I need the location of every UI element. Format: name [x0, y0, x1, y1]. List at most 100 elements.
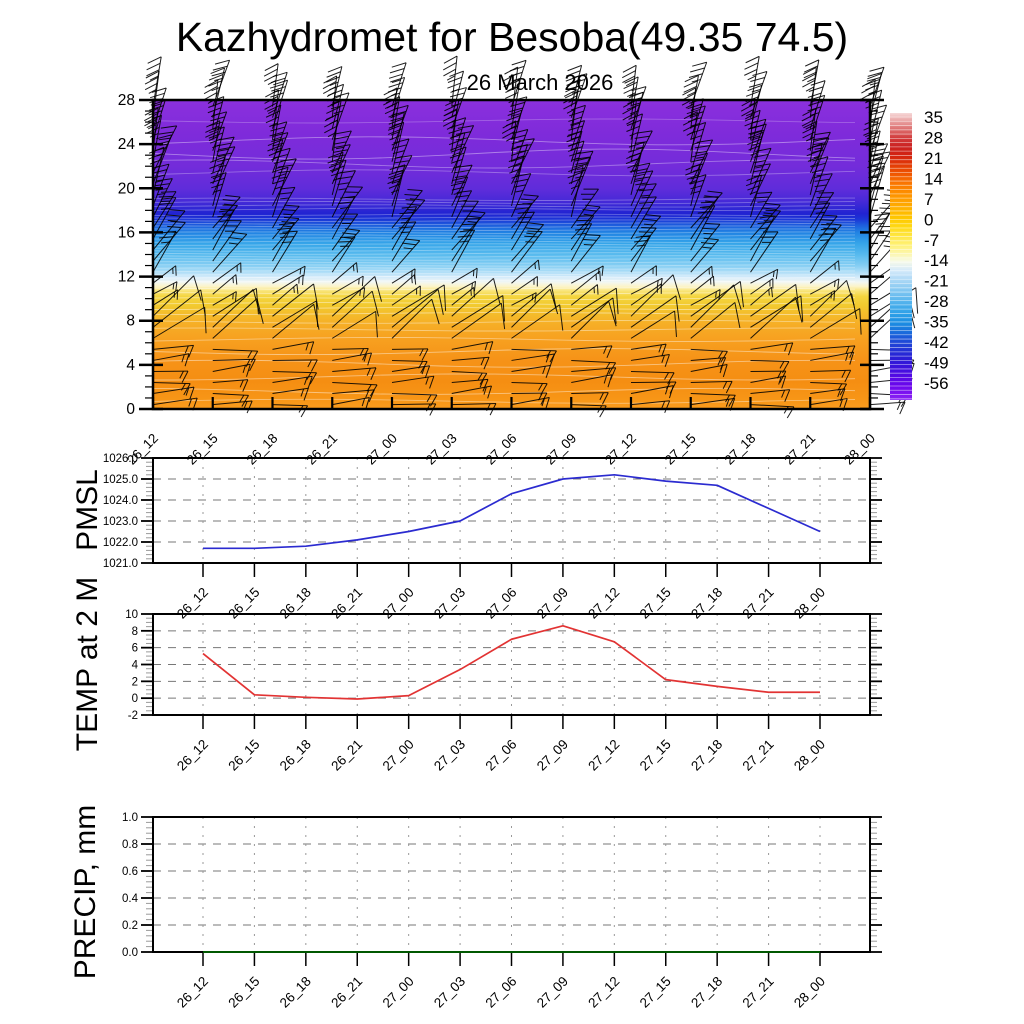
svg-text:27_21: 27_21 [740, 585, 777, 622]
svg-text:27_12: 27_12 [585, 737, 622, 774]
svg-text:26_12: 26_12 [174, 737, 211, 774]
svg-text:26_15: 26_15 [225, 737, 262, 774]
svg-text:2: 2 [132, 676, 138, 688]
svg-text:1025.0: 1025.0 [103, 474, 138, 486]
svg-text:1023.0: 1023.0 [103, 516, 138, 528]
svg-text:-28: -28 [924, 292, 949, 311]
svg-text:1021.0: 1021.0 [103, 558, 138, 570]
svg-text:27_18: 27_18 [688, 974, 725, 1011]
chart-subtitle: 26 March 2026 [466, 70, 614, 95]
svg-text:0: 0 [132, 693, 138, 705]
svg-text:26_21: 26_21 [303, 431, 340, 468]
precip-axis-label: PRECIP, mm [69, 804, 102, 980]
svg-text:10: 10 [125, 609, 138, 621]
svg-text:27_00: 27_00 [380, 737, 417, 774]
svg-text:26_12: 26_12 [174, 974, 211, 1011]
svg-text:27_00: 27_00 [380, 974, 417, 1011]
svg-text:27_09: 27_09 [534, 737, 571, 774]
svg-text:-14: -14 [924, 251, 949, 270]
svg-text:27_15: 27_15 [662, 431, 699, 468]
svg-text:27_00: 27_00 [380, 585, 417, 622]
svg-text:27_18: 27_18 [688, 737, 725, 774]
svg-text:8: 8 [132, 626, 138, 638]
svg-text:27_18: 27_18 [721, 431, 758, 468]
svg-text:27_15: 27_15 [637, 737, 674, 774]
svg-text:27_15: 27_15 [637, 974, 674, 1011]
svg-text:24: 24 [118, 136, 136, 153]
svg-text:35: 35 [924, 108, 943, 127]
svg-text:26_15: 26_15 [184, 431, 221, 468]
temp-axis-label: TEMP at 2 M [71, 576, 104, 752]
svg-text:27_09: 27_09 [542, 431, 579, 468]
svg-text:0: 0 [126, 401, 135, 418]
svg-text:27_12: 27_12 [585, 585, 622, 622]
svg-text:27_12: 27_12 [602, 431, 639, 468]
svg-text:20: 20 [118, 180, 136, 197]
svg-text:26_18: 26_18 [277, 737, 314, 774]
svg-text:27_06: 27_06 [482, 585, 519, 622]
svg-text:27_03: 27_03 [431, 737, 468, 774]
svg-text:0.2: 0.2 [122, 920, 138, 932]
svg-text:-35: -35 [924, 313, 949, 332]
svg-text:0: 0 [924, 210, 933, 229]
svg-text:16: 16 [118, 224, 135, 241]
svg-text:8: 8 [126, 313, 135, 330]
svg-text:4: 4 [132, 660, 139, 672]
svg-text:-56: -56 [924, 374, 949, 393]
svg-text:6: 6 [132, 643, 138, 655]
svg-text:28: 28 [924, 128, 943, 147]
svg-text:-21: -21 [924, 272, 949, 291]
svg-text:28_00: 28_00 [791, 585, 828, 622]
svg-text:0.8: 0.8 [122, 839, 138, 851]
svg-text:26_21: 26_21 [328, 974, 365, 1011]
svg-text:27_21: 27_21 [740, 737, 777, 774]
svg-text:-42: -42 [924, 333, 949, 352]
svg-text:27_06: 27_06 [482, 974, 519, 1011]
svg-text:28_00: 28_00 [791, 974, 828, 1011]
svg-text:7: 7 [924, 190, 933, 209]
chart-title: Kazhydromet for Besoba(49.35 74.5) [175, 14, 849, 60]
svg-text:26_18: 26_18 [277, 974, 314, 1011]
svg-text:26_15: 26_15 [225, 974, 262, 1011]
svg-text:27_03: 27_03 [431, 585, 468, 622]
svg-text:27_18: 27_18 [688, 585, 725, 622]
svg-text:26_18: 26_18 [243, 431, 280, 468]
svg-text:27_09: 27_09 [534, 974, 571, 1011]
svg-text:-49: -49 [924, 354, 949, 373]
svg-text:26_21: 26_21 [328, 737, 365, 774]
svg-text:27_15: 27_15 [637, 585, 674, 622]
svg-text:28_00: 28_00 [841, 431, 878, 468]
pmsl-axis-label: PMSL [71, 469, 104, 551]
svg-text:4: 4 [126, 357, 135, 374]
svg-text:27_12: 27_12 [585, 974, 622, 1011]
svg-text:26_12: 26_12 [124, 431, 161, 468]
svg-text:27_09: 27_09 [534, 585, 571, 622]
svg-text:28_00: 28_00 [791, 737, 828, 774]
svg-text:0.4: 0.4 [122, 893, 139, 905]
svg-text:14: 14 [924, 169, 943, 188]
svg-text:27_00: 27_00 [363, 431, 400, 468]
svg-text:1024.0: 1024.0 [103, 495, 138, 507]
svg-text:26_15: 26_15 [225, 585, 262, 622]
svg-text:27_06: 27_06 [482, 737, 519, 774]
svg-text:27_03: 27_03 [431, 974, 468, 1011]
svg-text:27_21: 27_21 [740, 974, 777, 1011]
svg-text:1022.0: 1022.0 [103, 537, 138, 549]
svg-text:27_21: 27_21 [781, 431, 818, 468]
svg-text:1.0: 1.0 [122, 812, 138, 824]
svg-text:12: 12 [118, 269, 135, 286]
svg-text:27_06: 27_06 [482, 431, 519, 468]
svg-text:26_12: 26_12 [174, 585, 211, 622]
svg-text:-2: -2 [128, 710, 138, 722]
svg-text:0.6: 0.6 [122, 866, 138, 878]
svg-text:21: 21 [924, 149, 943, 168]
svg-text:-7: -7 [924, 231, 939, 250]
svg-text:0.0: 0.0 [122, 947, 138, 959]
svg-text:26_18: 26_18 [277, 585, 314, 622]
